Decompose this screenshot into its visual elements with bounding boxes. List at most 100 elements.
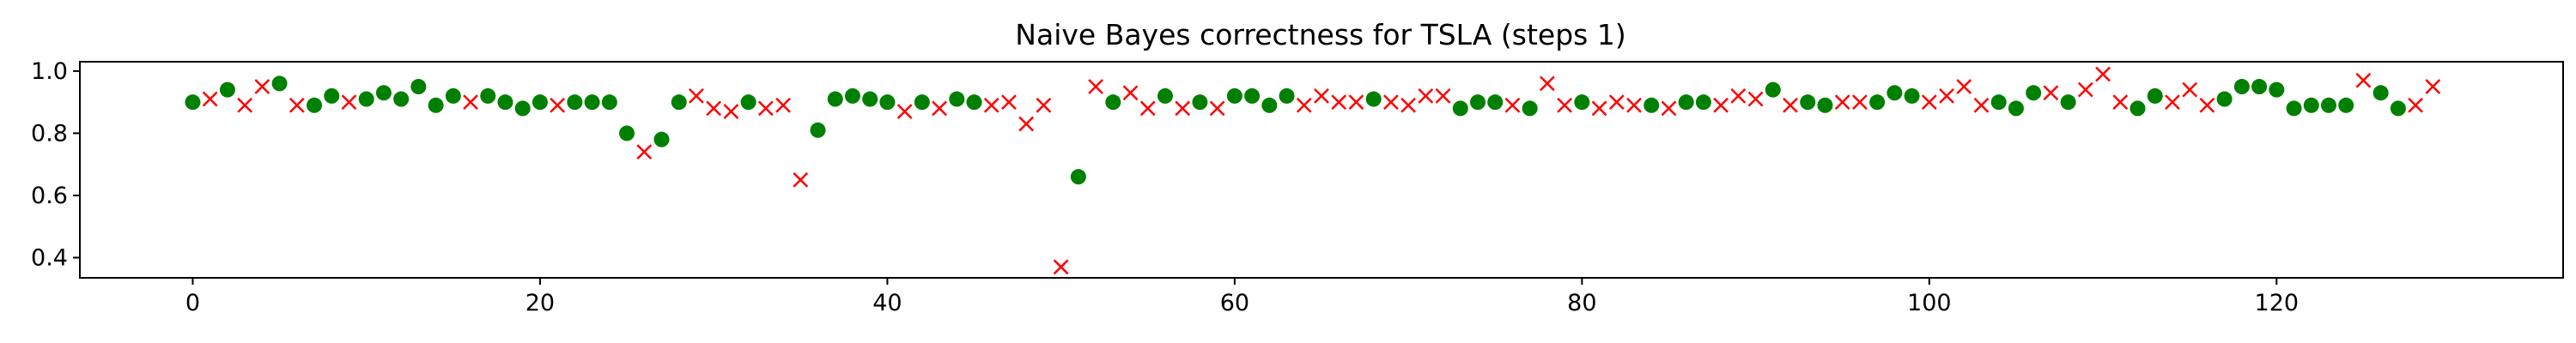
correct-point — [653, 131, 670, 147]
x-axis: 0 20 40 60 80 100 120 — [185, 278, 2299, 316]
correct-point — [393, 91, 410, 107]
correct-point — [2372, 85, 2389, 101]
correct-point — [2233, 79, 2250, 95]
correct-point — [1157, 87, 1173, 104]
correct-point — [844, 87, 860, 104]
correct-point — [2338, 97, 2354, 113]
incorrect-point — [237, 97, 253, 113]
correct-point — [2147, 87, 2163, 104]
correct-point — [914, 94, 930, 111]
correct-point — [514, 100, 531, 117]
correct-point — [1105, 94, 1121, 111]
correct-point — [671, 94, 687, 111]
axes-frame — [79, 61, 2564, 279]
correct-point — [2129, 100, 2146, 117]
incorrect-point — [1730, 88, 1747, 104]
correct-point — [480, 87, 496, 104]
correct-point — [1226, 87, 1242, 104]
correct-point — [2320, 97, 2336, 113]
y-tick-label: 0.6 — [31, 183, 68, 209]
correct-point — [567, 94, 583, 111]
correct-point — [1261, 97, 1278, 113]
incorrect-point — [1175, 100, 1191, 117]
incorrect-point — [1383, 94, 1399, 111]
correct-point — [1817, 97, 1833, 113]
correct-point — [2269, 81, 2285, 98]
incorrect-point — [723, 104, 739, 119]
incorrect-point — [1956, 79, 1972, 94]
correct-point — [324, 87, 340, 104]
incorrect-point — [254, 79, 270, 94]
incorrect-point — [1540, 75, 1555, 92]
incorrect-point — [2112, 94, 2129, 111]
incorrect-point — [202, 91, 218, 107]
incorrect-point — [983, 97, 999, 113]
incorrect-point — [775, 97, 791, 113]
correct-point — [185, 94, 201, 111]
correct-point — [1244, 87, 1261, 104]
correct-point — [445, 87, 461, 104]
incorrect-point — [1314, 88, 1329, 104]
correct-point — [2303, 97, 2319, 113]
correct-point — [2026, 85, 2042, 101]
incorrect-point — [1747, 91, 1764, 107]
correct-point — [2008, 100, 2024, 117]
incorrect-point — [2165, 94, 2180, 111]
correct-point — [1522, 100, 1538, 117]
incorrect-point — [1834, 94, 1850, 111]
x-tick-label: 40 — [872, 290, 902, 316]
x-tick-label: 120 — [2255, 290, 2300, 316]
incorrect-point — [1296, 97, 1312, 113]
incorrect-point — [1018, 116, 1035, 132]
correct-point — [1904, 87, 1920, 104]
correct-point — [307, 97, 323, 113]
incorrect-point — [1921, 94, 1937, 111]
correct-point — [2390, 100, 2406, 117]
correct-point — [1678, 94, 1694, 111]
correct-point — [966, 94, 982, 111]
incorrect-point — [1626, 97, 1642, 113]
correct-point — [1487, 94, 1504, 111]
incorrect-point — [2199, 97, 2215, 113]
correct-point — [497, 94, 513, 111]
incorrect-point — [341, 94, 357, 111]
incorrect-point — [1783, 97, 1798, 113]
incorrect-point — [1661, 100, 1677, 117]
correct-point — [584, 94, 600, 111]
incorrect-point — [1557, 97, 1573, 113]
correct-point — [879, 94, 896, 111]
correct-point — [1365, 91, 1382, 107]
incorrect-point — [2095, 66, 2111, 82]
incorrect-point — [1713, 97, 1729, 113]
correct-point — [410, 79, 427, 95]
incorrect-point — [1036, 97, 1052, 113]
y-tick-label: 0.4 — [31, 244, 68, 271]
incorrect-point — [706, 100, 722, 117]
correct-point — [1869, 94, 1886, 111]
incorrect-point — [2425, 79, 2441, 94]
incorrect-point — [1852, 94, 1868, 111]
chart-title: Naive Bayes correctness for TSLA (steps … — [1015, 18, 1625, 51]
incorrect-point — [1122, 85, 1139, 101]
incorrect-point — [1973, 97, 1990, 113]
correct-point — [532, 94, 548, 111]
correct-point — [619, 125, 635, 141]
incorrect-point — [1001, 94, 1017, 111]
y-axis: 0.4 0.6 0.8 1.0 — [31, 58, 80, 271]
incorrect-point — [1139, 100, 1156, 117]
incorrect-point — [2077, 81, 2093, 98]
incorrect-point — [550, 97, 566, 113]
correct-point — [2216, 91, 2233, 107]
correct-point — [810, 122, 826, 138]
data-points — [185, 66, 2441, 275]
incorrect-point — [1591, 100, 1607, 117]
correct-point — [1643, 97, 1660, 113]
correct-point — [2286, 100, 2302, 117]
correct-point — [358, 91, 374, 107]
correct-point — [428, 97, 444, 113]
incorrect-point — [1939, 88, 1954, 104]
correct-point — [827, 91, 843, 107]
incorrect-point — [2043, 85, 2059, 101]
incorrect-point — [1418, 88, 1434, 104]
